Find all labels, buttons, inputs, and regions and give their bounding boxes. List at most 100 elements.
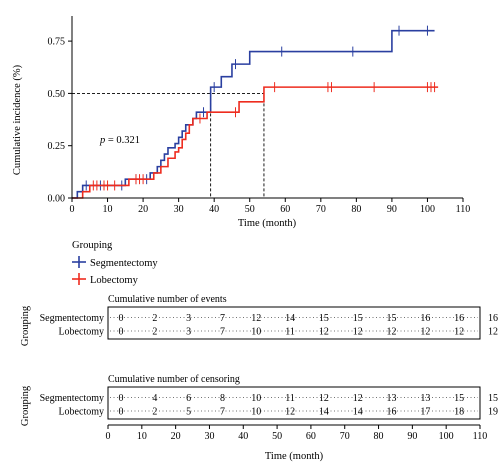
p-symbol: p <box>99 135 105 146</box>
events-cell-1-8: 12 <box>387 327 397 338</box>
legend-title: Grouping <box>72 240 113 251</box>
table-x-tick-label-4: 40 <box>238 431 248 442</box>
table-x-tick-label-2: 20 <box>171 431 181 442</box>
legend: Grouping Segmentectomy Lobectomy <box>72 240 158 286</box>
main-plot: 0.00 0.25 0.50 0.75 0 10 20 30 40 50 60 70 80 90 100 11… <box>12 16 470 229</box>
censoring-cell-1-5: 12 <box>285 407 295 418</box>
table-x-tick-label-11: 110 <box>473 431 488 442</box>
censoring-table-border <box>107 386 481 420</box>
table-x-axis-label: Time (month) <box>265 451 324 462</box>
censoring-cell-0-1: 4 <box>152 393 157 404</box>
censoring-cell-1-2: 5 <box>186 407 191 418</box>
x-tick-label-11: 110 <box>456 204 471 215</box>
x-tick-label-10: 100 <box>420 204 435 215</box>
censoring-cell-0-10: 15 <box>454 393 464 404</box>
censoring-cell-1-6: 14 <box>319 407 329 418</box>
censoring-cell-1-4: 10 <box>251 407 261 418</box>
y-axis-label: Cumulative incidence (%) <box>12 64 23 175</box>
x-tick-label-9: 90 <box>387 204 397 215</box>
events-row-label-segmentectomy: Segmentectomy <box>40 313 104 324</box>
series-layer <box>72 25 439 199</box>
p-value-annotation: p = 0.321 <box>99 135 140 146</box>
y-tick-label-3: 0.75 <box>48 37 66 48</box>
events-cell-1-4: 10 <box>251 327 261 338</box>
events-cell-0-2: 3 <box>186 313 191 324</box>
x-tick-label-5: 50 <box>245 204 255 215</box>
table-x-tick-label-7: 70 <box>340 431 350 442</box>
x-tick-label-0: 0 <box>70 204 75 215</box>
events-table-title: Cumulative number of events <box>108 294 227 305</box>
events-table-border <box>107 306 481 340</box>
events-cell-1-11: 12 <box>488 327 498 338</box>
legend-item-lobectomy: Lobectomy <box>72 273 139 286</box>
censoring-table: Cumulative number of censoring Grouping … <box>20 374 498 426</box>
p-value-text: = 0.321 <box>105 135 140 146</box>
censoring-cell-1-9: 17 <box>420 407 430 418</box>
legend-label-lobectomy: Lobectomy <box>90 275 139 286</box>
censoring-cell-0-7: 12 <box>353 393 363 404</box>
x-tick-label-8: 80 <box>351 204 361 215</box>
axes: 0.00 0.25 0.50 0.75 0 10 20 30 40 50 60 70 80 90 100 11… <box>48 16 471 215</box>
censoring-cell-1-11: 19 <box>488 407 498 418</box>
table-x-tick-label-10: 100 <box>439 431 454 442</box>
table-x-tick-label-8: 80 <box>374 431 384 442</box>
events-row-label-lobectomy: Lobectomy <box>58 327 104 338</box>
series-line-lobectomy <box>72 86 439 199</box>
y-tick-label-2: 0.50 <box>48 89 66 100</box>
x-tick-label-1: 10 <box>103 204 113 215</box>
events-cell-1-10: 12 <box>454 327 464 338</box>
censoring-cell-0-11: 15 <box>488 393 498 404</box>
events-cell-1-9: 12 <box>420 327 430 338</box>
events-cell-1-3: 7 <box>220 327 225 338</box>
y-tick-label-1: 0.25 <box>48 141 66 152</box>
censoring-cell-1-10: 18 <box>454 407 464 418</box>
censoring-cell-1-3: 7 <box>220 407 225 418</box>
events-table: Cumulative number of events Grouping Seg… <box>20 294 498 346</box>
censoring-cell-0-4: 10 <box>251 393 261 404</box>
events-cell-1-2: 3 <box>186 327 191 338</box>
censoring-cell-0-0: 0 <box>119 393 124 404</box>
table-x-tick-label-1: 10 <box>137 431 147 442</box>
censoring-cell-0-9: 13 <box>420 393 430 404</box>
events-cell-0-1: 2 <box>152 313 157 324</box>
x-tick-label-3: 30 <box>174 204 184 215</box>
censoring-cell-0-8: 13 <box>387 393 397 404</box>
events-cell-0-11: 16 <box>488 313 498 324</box>
censoring-row-label-segmentectomy: Segmentectomy <box>40 393 104 404</box>
events-cell-0-4: 12 <box>251 313 261 324</box>
censoring-cell-0-2: 6 <box>186 393 191 404</box>
censoring-cell-1-1: 2 <box>152 407 157 418</box>
x-axis-label: Time (month) <box>238 218 297 229</box>
table-x-axis: 0 10 20 30 40 50 60 70 80 90 100 110 <box>106 424 488 442</box>
y-tick-label-0: 0.00 <box>48 194 66 205</box>
x-tick-label-2: 20 <box>138 204 148 215</box>
events-cell-0-9: 16 <box>420 313 430 324</box>
censoring-cell-0-3: 8 <box>220 393 225 404</box>
censoring-cell-1-7: 14 <box>353 407 363 418</box>
events-cell-0-7: 15 <box>353 313 363 324</box>
table-x-tick-label-6: 60 <box>306 431 316 442</box>
table-x-tick-label-5: 50 <box>272 431 282 442</box>
censoring-cell-0-5: 11 <box>285 393 295 404</box>
censoring-cell-1-8: 16 <box>387 407 397 418</box>
events-cell-0-3: 7 <box>220 313 225 324</box>
x-tick-label-7: 70 <box>316 204 326 215</box>
table-x-tick-label-9: 90 <box>407 431 417 442</box>
events-cell-0-6: 15 <box>319 313 329 324</box>
table-x-tick-label-3: 30 <box>204 431 214 442</box>
censoring-table-title: Cumulative number of censoring <box>108 374 240 385</box>
events-cell-0-10: 16 <box>454 313 464 324</box>
x-tick-label-4: 40 <box>209 204 219 215</box>
x-tick-label-6: 60 <box>280 204 290 215</box>
events-cell-0-0: 0 <box>119 313 124 324</box>
table-x-tick-label-0: 0 <box>106 431 111 442</box>
events-cell-1-1: 2 <box>152 327 157 338</box>
legend-item-segmentectomy: Segmentectomy <box>72 256 158 269</box>
events-cell-1-0: 0 <box>119 327 124 338</box>
legend-label-segmentectomy: Segmentectomy <box>90 258 158 269</box>
censoring-cell-0-6: 12 <box>319 393 329 404</box>
events-cell-1-5: 11 <box>285 327 295 338</box>
series-line-segmentectomy <box>72 29 435 199</box>
events-cell-1-7: 12 <box>353 327 363 338</box>
censoring-table-row-label: Grouping <box>20 385 31 426</box>
